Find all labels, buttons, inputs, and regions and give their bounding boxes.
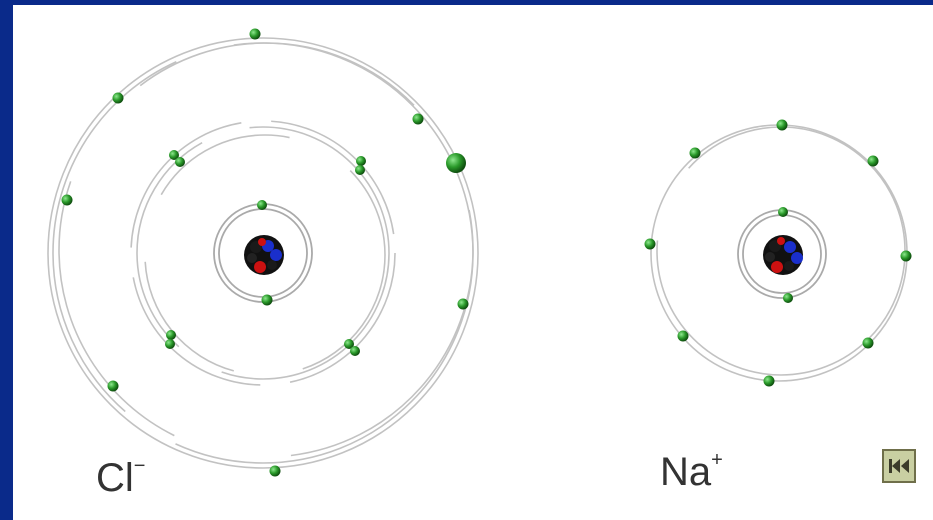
chlorine-electrons — [61, 28, 469, 477]
electron — [175, 157, 185, 167]
electron — [900, 250, 912, 262]
electron — [165, 339, 175, 349]
chlorine-ion-label: Cl− — [96, 455, 146, 500]
electron — [249, 28, 261, 40]
electron — [112, 92, 124, 104]
electron — [763, 375, 775, 387]
electron — [457, 298, 469, 310]
electron — [257, 200, 267, 210]
electron — [261, 294, 273, 306]
electron — [778, 207, 788, 217]
electron — [783, 293, 793, 303]
electron — [689, 147, 701, 159]
electron — [355, 165, 365, 175]
chlorine-nucleus — [244, 235, 284, 275]
electron — [412, 113, 424, 125]
chlorine-shell-2 — [130, 120, 396, 386]
electron — [677, 330, 689, 342]
sodium-ion-label: Na+ — [660, 449, 723, 494]
electron — [644, 238, 656, 250]
chlorine-shell-3 — [47, 37, 479, 469]
electron — [356, 156, 366, 166]
sodium-charge: + — [711, 449, 723, 471]
electron — [867, 155, 879, 167]
electron — [169, 150, 179, 160]
sodium-nucleus — [763, 235, 803, 275]
electron — [269, 465, 281, 477]
electron — [350, 346, 360, 356]
electron — [776, 119, 788, 131]
electron — [61, 194, 73, 206]
sodium-atom — [644, 119, 912, 387]
chlorine-symbol: Cl — [96, 456, 134, 500]
chlorine-charge: − — [133, 455, 146, 477]
electron — [166, 330, 176, 340]
back-button[interactable] — [882, 449, 916, 483]
electron — [107, 380, 119, 392]
electron — [344, 339, 354, 349]
electron — [862, 337, 874, 349]
chlorine-atom — [47, 28, 479, 477]
skip-back-icon — [889, 459, 909, 473]
sodium-electrons — [644, 119, 912, 387]
sodium-symbol: Na — [660, 450, 712, 494]
transferred-electron — [446, 153, 466, 173]
